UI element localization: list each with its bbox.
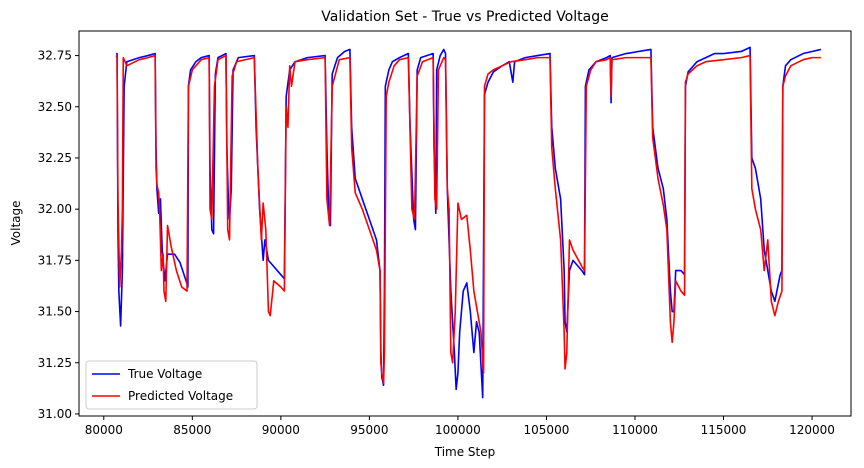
x-tick-label: 115000: [701, 423, 747, 437]
x-tick-label: 105000: [524, 423, 570, 437]
y-tick-label: 31.50: [38, 305, 72, 319]
x-ticks: 80000 85000 90000 95000 100000 105000 110000 11…: [85, 416, 835, 437]
y-tick-label: 32.50: [38, 100, 72, 114]
x-tick-label: 110000: [612, 423, 658, 437]
legend-box: [85, 360, 258, 410]
x-tick-label: 95000: [350, 423, 388, 437]
plot-frame: [78, 30, 852, 417]
y-tick-label: 31.00: [38, 407, 72, 421]
y-ticks: 31.00 31.25 31.50 31.75 32.00 32.25 32.50 32.75: [38, 49, 79, 421]
x-tick-label: 80000: [85, 423, 123, 437]
legend: True Voltage Predicted Voltage: [85, 360, 258, 410]
plot-lines: [115, 46, 822, 399]
y-tick-label: 32.75: [38, 49, 72, 63]
x-tick-label: 90000: [262, 423, 300, 437]
y-tick-label: 31.25: [38, 356, 72, 370]
x-tick-label: 100000: [435, 423, 481, 437]
legend-label-true-voltage: True Voltage: [127, 367, 202, 381]
series-line-true-voltage: [116, 46, 822, 399]
series-line-predicted-voltage: [115, 54, 821, 385]
y-axis-label: Voltage: [9, 200, 23, 245]
y-tick-label: 32.25: [38, 151, 72, 165]
chart-title: Validation Set - True vs Predicted Volta…: [321, 9, 608, 25]
x-axis-label: Time Step: [434, 445, 496, 459]
x-tick-label: 120000: [789, 423, 835, 437]
y-tick-label: 32.00: [38, 202, 72, 216]
y-tick-label: 31.75: [38, 253, 72, 267]
legend-label-predicted-voltage: Predicted Voltage: [128, 389, 233, 403]
x-tick-label: 85000: [173, 423, 211, 437]
